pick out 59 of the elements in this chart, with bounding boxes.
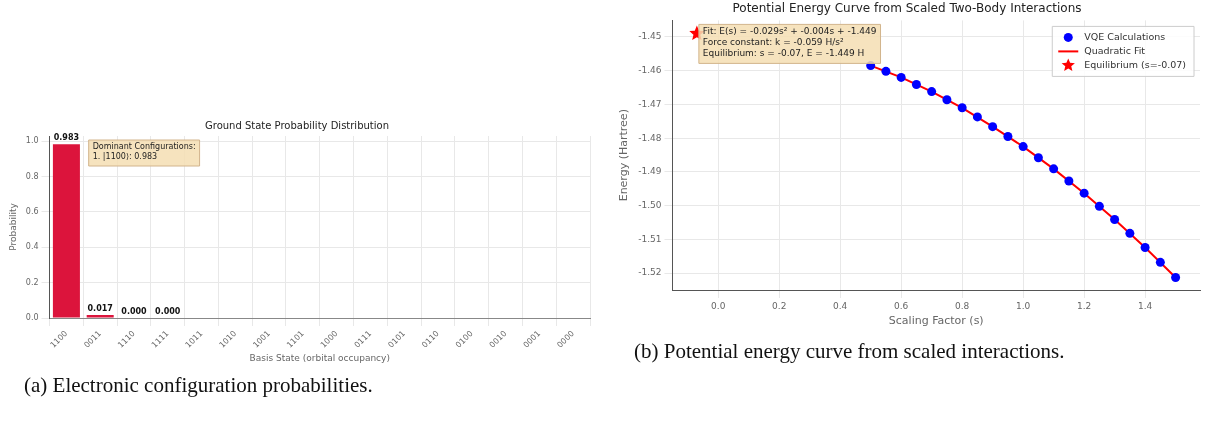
chart-title: Potential Energy Curve from Scaled Two-Body Interactions [732, 1, 1082, 16]
data-label: 0.017 [87, 304, 113, 314]
point [972, 112, 982, 122]
y-tick-label: 0.8 [25, 171, 39, 181]
x-tick-label: 0.2 [772, 300, 787, 311]
x-tick-label: 0.6 [894, 300, 909, 311]
y-tick-label: -1.48 [638, 132, 662, 143]
y-tick-label: 0.4 [25, 242, 39, 252]
x-tick-label: 1.0 [1015, 300, 1031, 311]
point [1064, 176, 1074, 186]
y-tick-label: 0.0 [25, 313, 39, 323]
point [1140, 242, 1150, 252]
x-axis-title: Basis State (orbital occupancy) [249, 352, 390, 363]
y-axis-title: Energy (Hartree) [617, 109, 631, 202]
x-tick-label: 0.0 [711, 300, 726, 311]
point [896, 72, 906, 82]
point [1094, 201, 1104, 211]
point [1003, 131, 1013, 141]
point [1049, 164, 1059, 174]
point [1033, 153, 1043, 163]
text: (b) Potential energy curve from scaled interactions. [634, 338, 1066, 364]
y-tick-label: -1.49 [638, 166, 662, 177]
x-tick-label: 0.4 [833, 300, 848, 311]
annotation: Fit: E(s) = -0.029s² + -0.004s + -1.449 Force constant: k = -0.059 H/s² Equilibrium: s = -0.07, E = -1.449 H [702, 26, 877, 59]
x-tick-label: 1.4 [1137, 300, 1153, 311]
y-tick-label: -1.45 [638, 31, 662, 42]
point [1155, 257, 1165, 267]
point [1171, 273, 1181, 283]
x-tick-label: 0.8 [955, 300, 970, 311]
data-label: 0.983 [53, 133, 80, 143]
y-tick-label: -1.52 [638, 267, 662, 278]
point [957, 103, 967, 113]
point [911, 80, 921, 90]
y-tick-label: -1.51 [638, 233, 662, 244]
y-tick-label: 0.6 [25, 207, 39, 217]
data-label: 0.000 [121, 307, 148, 317]
point [927, 87, 937, 97]
y-tick-label: 0.2 [25, 277, 39, 287]
chart-title: Ground State Probability Distribution [205, 119, 389, 131]
point [1018, 142, 1028, 152]
legend-label: VQE Calculations [1084, 30, 1166, 42]
annotation: Dominant Configurations: 1. |1100⟩: 0.983 [92, 142, 196, 162]
point [942, 95, 952, 105]
x-tick-label: 1.2 [1076, 300, 1092, 311]
point [1079, 188, 1089, 198]
y-tick-label: -1.50 [638, 199, 662, 210]
y-tick-label: 1.0 [25, 136, 39, 146]
data-label: 0.000 [155, 307, 181, 317]
point [1125, 228, 1135, 238]
x-axis-title: Scaling Factor (s) [888, 314, 984, 328]
point [988, 122, 998, 132]
point [1110, 214, 1120, 224]
point [881, 66, 891, 76]
y-tick-label: -1.46 [638, 65, 662, 76]
legend-label: Equilibrium (s=-0.07) [1084, 58, 1187, 70]
y-axis-title: Probability [7, 202, 18, 251]
legend-label: Quadratic Fit [1084, 44, 1146, 56]
y-tick-label: -1.47 [638, 98, 662, 109]
text: (a) Electronic configuration probabilities. [24, 372, 374, 398]
